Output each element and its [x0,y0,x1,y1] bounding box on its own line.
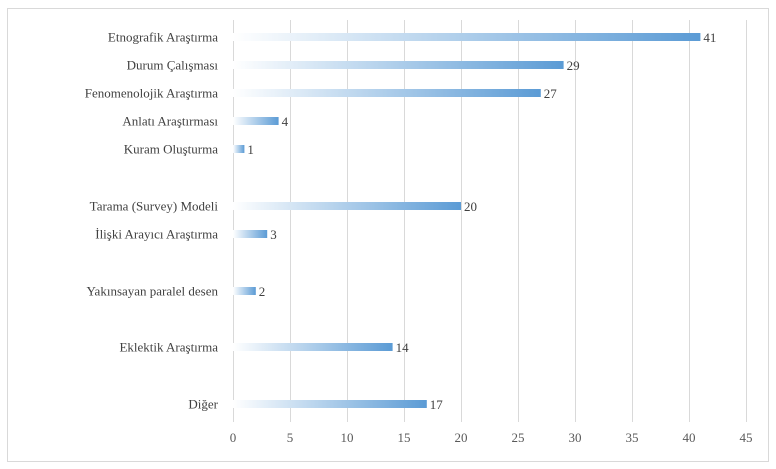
bar [233,287,256,295]
x-tick-label: 45 [740,430,753,445]
category-label: Eklektik Araştırma [119,340,218,355]
bars [233,33,701,408]
category-label: Kuram Oluşturma [124,142,218,157]
x-axis-ticks: 0 5 10 15 20 25 30 35 40 45 [230,430,753,445]
bar [233,145,245,153]
category-label: Fenomenolojik Araştırma [85,86,218,101]
bar [233,117,279,125]
chart-frame [7,8,769,462]
x-tick-label: 40 [683,430,696,445]
category-label: Anlatı Araştırması [122,114,218,129]
bar [233,400,427,408]
data-label: 3 [270,227,277,242]
x-tick-label: 20 [455,430,468,445]
x-tick-label: 25 [512,430,525,445]
category-label: Diğer [188,397,218,412]
gridlines [233,20,747,422]
x-tick-label: 10 [341,430,354,445]
category-label: Yakınsayan paralel desen [86,284,218,299]
data-label: 4 [282,114,289,129]
category-label: İlişki Arayıcı Araştırma [95,227,218,242]
bar [233,61,564,69]
data-label: 2 [259,284,266,299]
bar [233,33,701,41]
data-label: 14 [396,340,410,355]
data-label: 1 [247,142,254,157]
data-label: 17 [430,397,444,412]
category-labels: Etnografik Araştırma Durum Çalışması Fenom… [85,30,219,412]
category-label: Durum Çalışması [127,58,219,73]
x-tick-label: 30 [569,430,582,445]
bar [233,230,268,238]
data-label: 27 [544,86,558,101]
bar [233,343,393,351]
x-tick-label: 0 [230,430,237,445]
bar [233,202,461,210]
data-label: 20 [464,199,477,214]
data-label: 29 [567,58,580,73]
x-tick-label: 15 [398,430,411,445]
x-tick-label: 35 [626,430,639,445]
data-label: 41 [703,30,716,45]
category-label: Tarama (Survey) Modeli [90,199,219,214]
x-tick-label: 5 [287,430,294,445]
category-label: Etnografik Araştırma [108,30,218,45]
bar [233,89,541,97]
